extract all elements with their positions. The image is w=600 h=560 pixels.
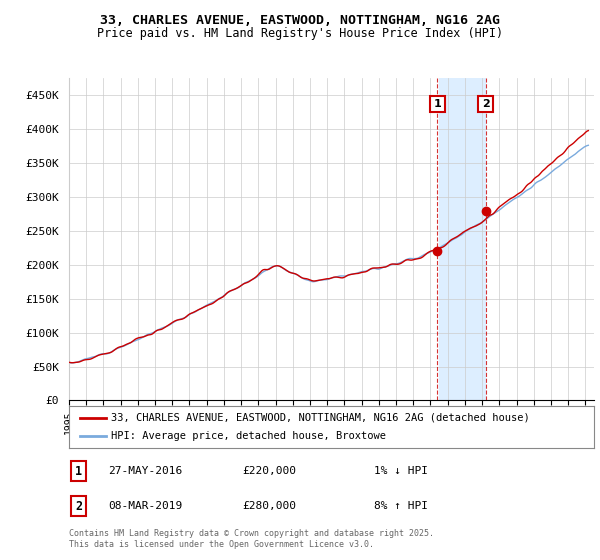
Text: 33, CHARLES AVENUE, EASTWOOD, NOTTINGHAM, NG16 2AG: 33, CHARLES AVENUE, EASTWOOD, NOTTINGHAM… [100,14,500,27]
Text: Contains HM Land Registry data © Crown copyright and database right 2025.
This d: Contains HM Land Registry data © Crown c… [69,529,434,549]
Text: Price paid vs. HM Land Registry's House Price Index (HPI): Price paid vs. HM Land Registry's House … [97,27,503,40]
Text: 1: 1 [75,465,82,478]
Text: 2: 2 [75,500,82,512]
Text: 1: 1 [433,99,441,109]
Text: 33, CHARLES AVENUE, EASTWOOD, NOTTINGHAM, NG16 2AG (detached house): 33, CHARLES AVENUE, EASTWOOD, NOTTINGHAM… [111,413,530,423]
Text: 8% ↑ HPI: 8% ↑ HPI [373,501,427,511]
Text: £280,000: £280,000 [242,501,296,511]
Text: 08-MAR-2019: 08-MAR-2019 [109,501,182,511]
Text: 27-MAY-2016: 27-MAY-2016 [109,466,182,476]
Text: 1% ↓ HPI: 1% ↓ HPI [373,466,427,476]
Text: £220,000: £220,000 [242,466,296,476]
Text: 2: 2 [482,99,490,109]
Text: HPI: Average price, detached house, Broxtowe: HPI: Average price, detached house, Brox… [111,431,386,441]
